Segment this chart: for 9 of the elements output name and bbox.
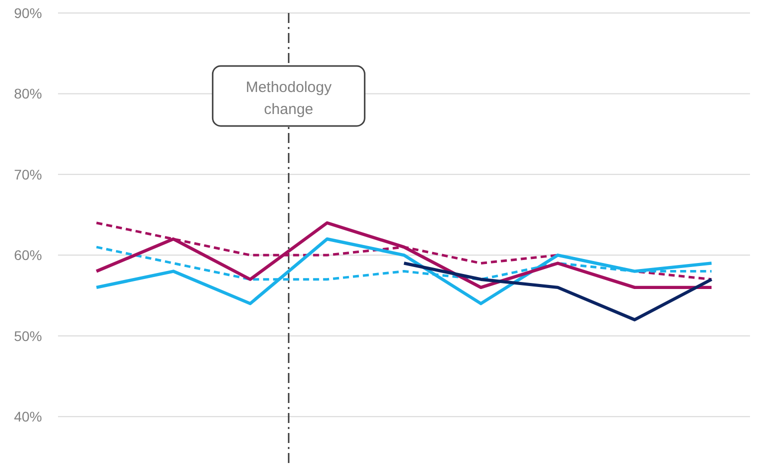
y-tick-label: 50% [14, 328, 42, 344]
y-tick-label: 90% [14, 4, 42, 21]
y-tick-label: 60% [14, 247, 42, 264]
line-series [94, 237, 714, 306]
y-tick-label: 40% [14, 408, 42, 424]
line-series [402, 262, 714, 322]
y-tick-label: 80% [14, 86, 42, 102]
y-tick-label: 70% [14, 166, 42, 182]
annotation: Methodology change [246, 79, 332, 118]
